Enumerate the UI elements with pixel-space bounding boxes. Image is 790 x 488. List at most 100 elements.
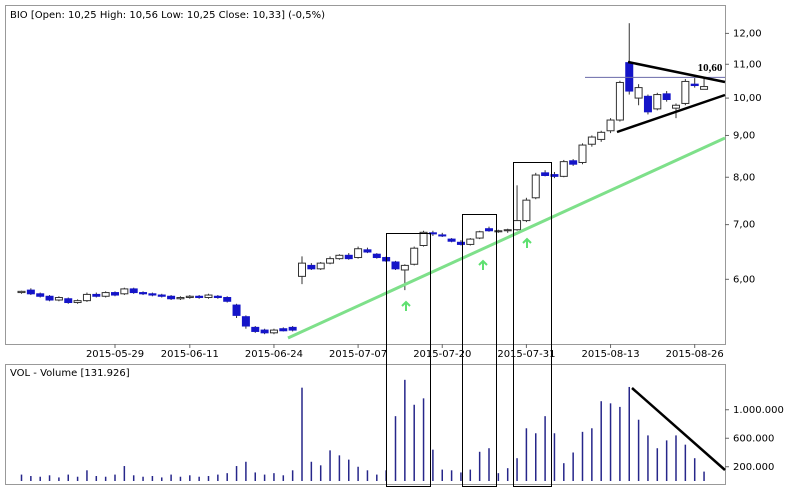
last-price-label: 10,60 <box>698 62 723 74</box>
candle-body <box>120 288 129 295</box>
candle-body <box>690 83 699 87</box>
candle-body <box>550 174 559 177</box>
volume-bar <box>319 465 322 481</box>
candle-body <box>569 160 578 165</box>
volume-bar <box>619 406 621 481</box>
volume-bar <box>114 474 116 481</box>
volume-bar <box>30 476 32 481</box>
x-tick-label: 2015-07-31 <box>497 349 555 360</box>
candle-body <box>410 247 419 265</box>
volume-trend <box>631 387 726 471</box>
volume-bar <box>86 470 88 481</box>
candle-body <box>241 316 250 327</box>
volume-bar <box>432 449 434 481</box>
candle-body <box>541 172 550 176</box>
volume-bar <box>95 476 98 481</box>
price-title: BIO [Open: 10,25 High: 10,56 Low: 10,25 … <box>10 10 325 21</box>
volume-bar <box>516 458 518 481</box>
volume-bar <box>291 470 294 481</box>
candle-body <box>111 292 119 296</box>
volume-bar <box>142 476 144 481</box>
volume-bar <box>525 428 528 481</box>
candle-body <box>503 229 512 232</box>
volume-bar <box>703 471 705 481</box>
candle-body <box>223 297 232 302</box>
volume-bar <box>581 431 584 481</box>
candle-body <box>653 94 662 110</box>
trend-line <box>287 136 726 340</box>
volume-bar <box>151 476 154 481</box>
candle-body <box>129 288 138 294</box>
volume-bar <box>450 470 453 481</box>
candle-body <box>456 241 465 245</box>
candle-body <box>531 174 540 199</box>
y-tick-label: 8,00 <box>733 172 755 183</box>
volume-bar <box>497 473 500 481</box>
candle-body <box>195 295 204 299</box>
volume-bar <box>76 476 79 481</box>
volume-bar <box>460 472 462 481</box>
y-tick-label: 200.000 <box>733 462 774 473</box>
candle-body <box>615 81 624 121</box>
volume-bar <box>348 459 350 481</box>
candle-body <box>139 292 148 295</box>
candle-body <box>279 328 288 332</box>
x-tick-label: 2015-08-26 <box>666 349 724 360</box>
volume-bar <box>263 474 266 481</box>
candle-body <box>400 264 409 271</box>
arrow <box>478 259 488 270</box>
candle-body <box>522 199 531 222</box>
drawings <box>287 60 726 487</box>
candle-body <box>578 144 587 163</box>
candle-body <box>475 231 484 239</box>
volume-bar <box>553 433 556 481</box>
candle-body <box>372 253 381 259</box>
volume-bar <box>282 475 285 481</box>
volume-bar <box>20 474 23 481</box>
volume-bar <box>591 428 593 481</box>
volume-bar <box>376 474 378 481</box>
arrow <box>401 300 411 311</box>
arrow <box>522 237 532 248</box>
candle-body <box>167 295 176 300</box>
candle-body <box>438 234 447 237</box>
volume-bar <box>357 466 359 481</box>
volume-bar <box>488 448 490 481</box>
volume-bar <box>198 476 200 481</box>
volume-bar <box>132 475 135 481</box>
volume-bar <box>506 468 509 481</box>
volume-bar <box>394 416 397 481</box>
candle-body <box>157 294 166 297</box>
volume-title: VOL - Volume [131.926] <box>10 368 130 379</box>
y-tick-label: 9,00 <box>733 130 755 141</box>
triangle-top <box>627 60 726 84</box>
candle-body <box>17 290 26 294</box>
volume-bar <box>39 476 41 481</box>
volume-bar <box>329 450 331 481</box>
y-tick-label: 1.000.000 <box>733 405 784 416</box>
volume-bar <box>600 401 602 481</box>
y-tick-label: 11,00 <box>733 59 762 70</box>
x-tick-label: 2015-07-07 <box>329 349 387 360</box>
candle-body <box>447 238 456 242</box>
volume-bar <box>572 452 574 481</box>
candle-body <box>92 293 101 297</box>
volume-bar <box>684 444 687 481</box>
volume-bar <box>161 477 163 481</box>
candle-body <box>513 220 522 231</box>
x-tick-label: 2015-06-24 <box>245 349 303 360</box>
candle-body <box>45 295 54 301</box>
candle-body <box>634 87 643 99</box>
volume-bar <box>366 470 369 481</box>
volume-bar <box>693 458 696 481</box>
candle-body <box>101 292 110 297</box>
candle-body <box>288 326 297 331</box>
candle-body <box>176 297 185 300</box>
volume-bar <box>469 469 472 481</box>
candle-body <box>185 295 194 299</box>
volume-panel <box>5 364 726 485</box>
volume-bar <box>226 473 228 481</box>
candle-body <box>204 294 213 299</box>
triangle-bottom <box>616 93 726 134</box>
